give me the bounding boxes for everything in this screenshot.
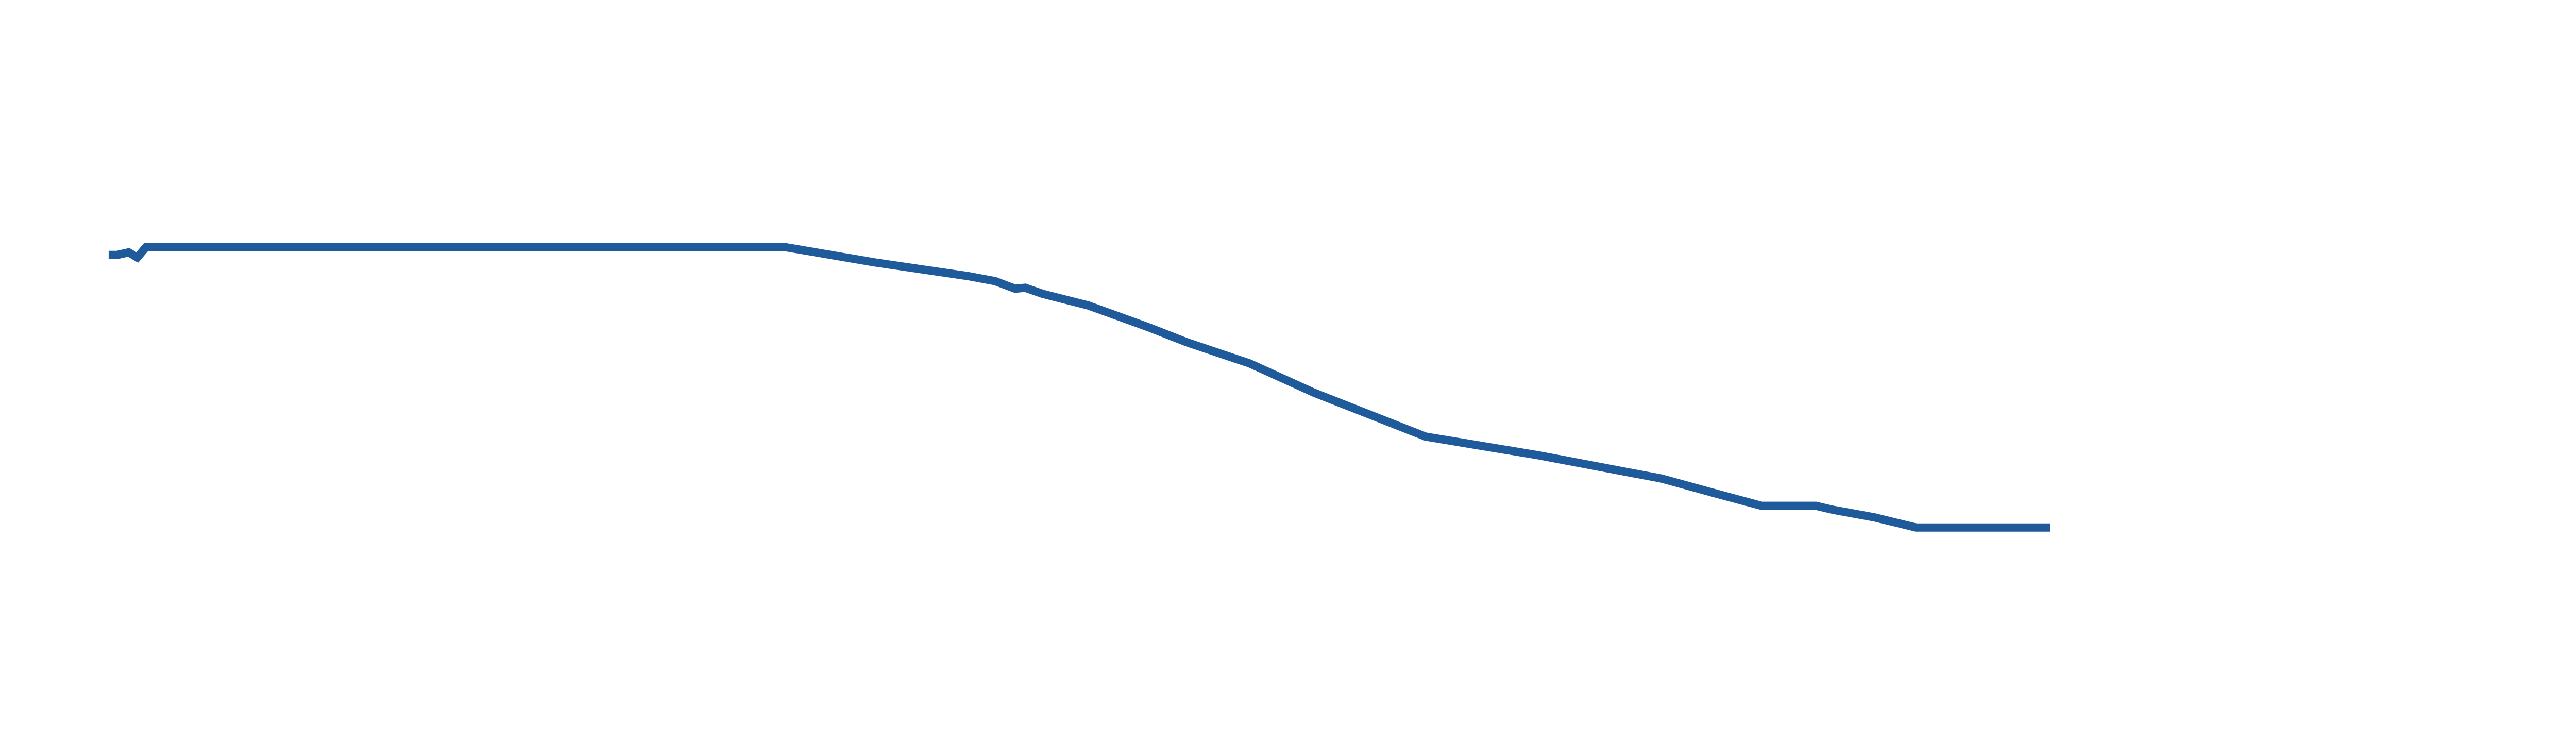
series-line [108,243,2050,532]
series-layer [108,243,2050,532]
